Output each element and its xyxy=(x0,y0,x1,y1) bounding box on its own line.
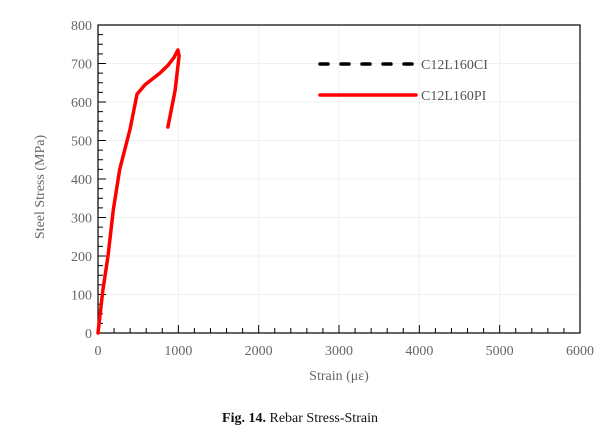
x-tick-label: 3000 xyxy=(325,344,353,359)
series-line xyxy=(96,48,181,335)
y-tick-label: 200 xyxy=(71,250,92,265)
caption-label: Fig. 14. xyxy=(222,411,266,426)
y-tick-label: 700 xyxy=(71,58,92,73)
grid-lines xyxy=(97,24,581,334)
legend-label: C12L160CI xyxy=(421,58,488,73)
x-tick-label: 1000 xyxy=(164,344,192,359)
legend-label: C12L160PI xyxy=(421,89,487,104)
tick-labels: 0 1000 2000 3000 4000 5000 6000 0 100 200 300 400 50… xyxy=(71,19,594,359)
x-tick-label: 0 xyxy=(95,344,102,359)
y-tick-label: 500 xyxy=(71,135,92,150)
legend: C12L160CI C12L160PI xyxy=(318,58,488,104)
y-axis-title: Steel Stress (MPa) xyxy=(33,135,48,240)
x-tick-label: 6000 xyxy=(566,344,594,359)
data-series xyxy=(96,48,181,335)
x-axis-title: Strain (με) xyxy=(309,369,369,384)
caption-text: Rebar Stress-Strain xyxy=(269,411,378,426)
x-tick-label: 4000 xyxy=(405,344,433,359)
y-tick-label: 100 xyxy=(71,289,92,304)
x-tick-label: 2000 xyxy=(245,344,273,359)
stress-strain-chart: 0 1000 2000 3000 4000 5000 6000 0 100 200 300 400 50… xyxy=(33,19,594,384)
figure-caption: Fig. 14. Rebar Stress-Strain xyxy=(0,411,600,427)
y-tick-label: 300 xyxy=(71,212,92,227)
y-tick-label: 600 xyxy=(71,96,92,111)
y-tick-label: 800 xyxy=(71,19,92,34)
y-tick-label: 0 xyxy=(85,327,92,342)
y-tick-label: 400 xyxy=(71,173,92,188)
x-tick-label: 5000 xyxy=(486,344,514,359)
